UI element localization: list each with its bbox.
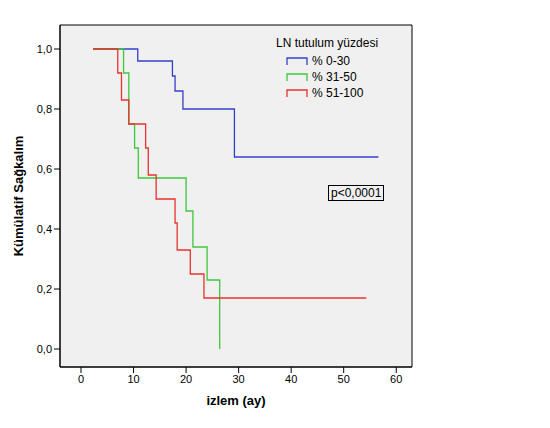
svg-text:izlem (ay): izlem (ay): [206, 393, 265, 408]
svg-text:0,0: 0,0: [37, 343, 52, 355]
html-text:% 0-30: % 0-30: [312, 54, 350, 68]
html-text:LN tutulum yüzdesi: LN tutulum yüzdesi: [276, 36, 378, 50]
svg-text:20: 20: [180, 373, 192, 385]
svg-text:0: 0: [78, 373, 84, 385]
svg-text:0,8: 0,8: [37, 103, 52, 115]
svg-text:0,4: 0,4: [37, 223, 52, 235]
svg-text:1,0: 1,0: [37, 43, 52, 55]
svg-text:10: 10: [127, 373, 139, 385]
svg-text:60: 60: [390, 373, 402, 385]
html-text:% 51-100: % 51-100: [312, 86, 364, 100]
svg-text:40: 40: [285, 373, 297, 385]
svg-text:50: 50: [338, 373, 350, 385]
svg-text:0,6: 0,6: [37, 163, 52, 175]
svg-text:Kümülatif Sağkalım: Kümülatif Sağkalım: [11, 136, 26, 257]
html-text:% 31-50: % 31-50: [312, 70, 357, 84]
svg-text:0,2: 0,2: [37, 283, 52, 295]
svg-text:30: 30: [233, 373, 245, 385]
html-text:p<0,0001: p<0,0001: [331, 186, 382, 200]
